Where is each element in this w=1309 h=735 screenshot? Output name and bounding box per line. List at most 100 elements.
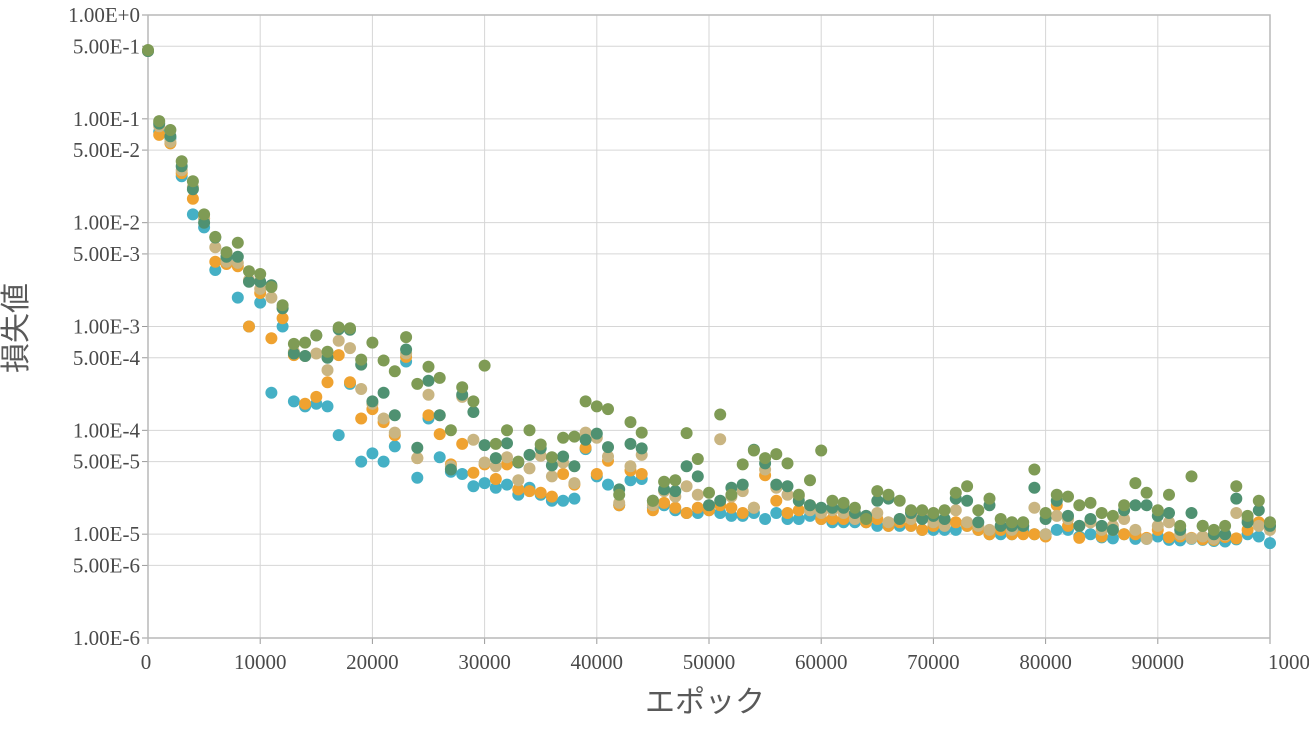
data-point	[422, 409, 435, 422]
data-point	[422, 374, 435, 387]
data-point	[186, 208, 199, 221]
data-point	[1084, 513, 1097, 525]
x-tick-label: 0	[141, 650, 152, 674]
data-point	[344, 322, 356, 335]
data-point	[1028, 501, 1041, 514]
data-point	[332, 321, 345, 334]
data-point	[388, 409, 401, 422]
data-point	[299, 350, 312, 362]
data-point	[714, 433, 727, 446]
data-point	[938, 513, 951, 525]
data-point	[377, 455, 390, 468]
data-point	[1185, 507, 1198, 519]
data-point	[388, 426, 401, 439]
data-point	[153, 128, 166, 141]
data-point	[905, 504, 917, 517]
data-point	[400, 331, 413, 344]
data-point	[635, 468, 648, 480]
data-point	[736, 478, 749, 491]
data-point	[411, 441, 424, 454]
data-point	[276, 312, 289, 325]
data-point	[287, 395, 300, 408]
data-point	[1106, 532, 1119, 545]
data-point	[871, 507, 884, 519]
data-point	[792, 504, 805, 517]
data-point	[489, 481, 502, 494]
data-point	[736, 458, 749, 471]
data-point	[714, 408, 727, 421]
data-point	[321, 400, 334, 413]
data-point	[175, 155, 188, 168]
data-point	[332, 349, 345, 362]
data-point	[961, 516, 974, 529]
data-point	[1140, 532, 1153, 545]
data-point	[815, 444, 828, 457]
data-point	[759, 513, 772, 525]
data-point	[691, 453, 704, 465]
data-point	[1106, 523, 1119, 536]
data-point	[770, 448, 783, 461]
data-point	[1151, 504, 1164, 517]
y-tick-label: 1.00E-6	[73, 626, 140, 650]
data-point	[792, 513, 805, 525]
data-point	[669, 474, 682, 487]
data-point	[1028, 528, 1041, 541]
data-point	[770, 478, 783, 491]
data-point	[1028, 481, 1041, 494]
data-point	[523, 448, 536, 461]
y-axis-ticks: 1.00E+0 5.00E-1 1.00E-1 5.00E-2 1.00E-2 5.00E…	[68, 3, 140, 650]
data-point	[444, 463, 457, 476]
data-point	[781, 457, 794, 470]
data-point	[747, 444, 760, 457]
data-point	[411, 377, 424, 390]
data-point	[860, 513, 873, 525]
data-point	[231, 236, 244, 249]
data-point	[568, 492, 581, 505]
data-point	[1252, 504, 1265, 517]
data-point	[198, 208, 211, 221]
data-point	[1062, 490, 1074, 503]
y-tick-label: 1.00E-4	[73, 418, 141, 442]
data-point	[1252, 519, 1265, 532]
data-point	[467, 433, 480, 446]
data-point	[1017, 528, 1030, 541]
data-point	[1129, 499, 1142, 512]
data-point	[501, 451, 513, 464]
data-point	[557, 468, 570, 480]
data-point	[1140, 499, 1153, 512]
data-point	[1174, 519, 1187, 532]
data-point	[658, 475, 671, 488]
data-point	[893, 494, 906, 507]
data-point	[994, 513, 1007, 525]
grid	[142, 14, 1271, 644]
data-point	[602, 478, 614, 491]
data-point	[1050, 509, 1063, 522]
data-point	[770, 494, 783, 507]
data-point	[444, 424, 457, 437]
data-point	[456, 437, 469, 450]
data-point	[781, 480, 794, 493]
data-point	[265, 291, 278, 304]
data-point	[265, 281, 278, 293]
data-point	[501, 478, 513, 491]
data-point	[422, 388, 435, 401]
data-point	[355, 353, 368, 366]
data-points	[142, 44, 1276, 550]
data-point	[1039, 528, 1052, 541]
y-tick-label: 5.00E-4	[73, 346, 141, 370]
data-point	[759, 452, 772, 465]
data-point	[231, 250, 244, 263]
data-point	[972, 504, 985, 517]
data-point	[837, 496, 850, 509]
data-point	[411, 471, 424, 484]
data-point	[186, 175, 199, 188]
data-point	[916, 504, 929, 517]
x-axis-ticks: 0 10000 20000 30000 40000 50000 60000 70000 8000…	[141, 650, 1309, 674]
data-point	[254, 296, 267, 309]
data-point	[209, 241, 222, 254]
data-point	[456, 468, 469, 480]
data-point	[1219, 519, 1232, 532]
data-point	[1252, 530, 1265, 543]
y-tick-label: 1.00E-2	[73, 211, 140, 235]
